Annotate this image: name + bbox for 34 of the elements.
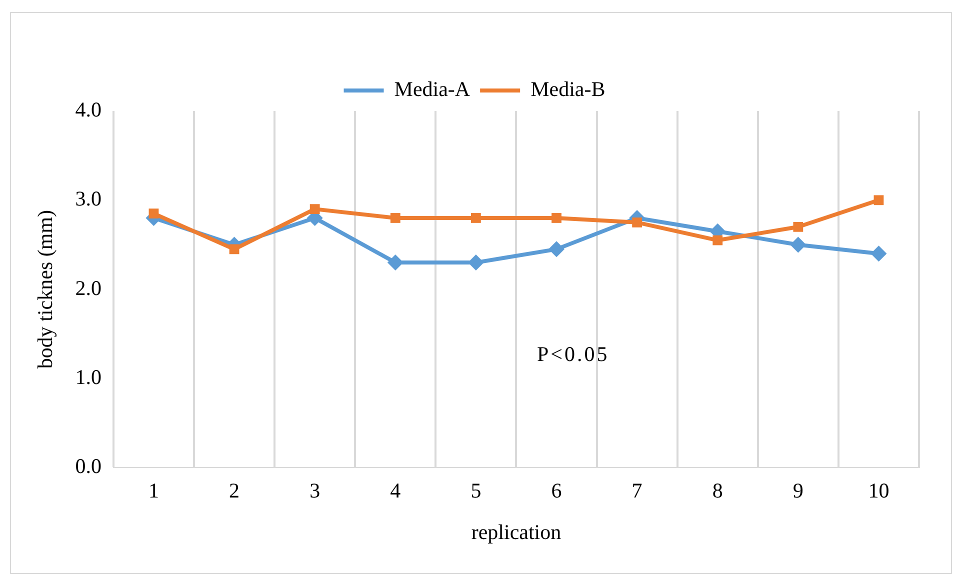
point (870, 246, 887, 262)
x-tick-label: 5 (470, 478, 482, 503)
y-tick-label: 0.0 (75, 454, 102, 478)
point (471, 213, 481, 223)
x-axis-title: replication (471, 520, 562, 544)
legend-label: Media-A (394, 77, 471, 102)
point (712, 235, 723, 246)
x-tick-label: 4 (390, 478, 402, 503)
x-tick-label: 7 (632, 478, 642, 503)
point (790, 236, 806, 253)
point (552, 213, 562, 223)
y-tick-label: 4.0 (75, 98, 102, 122)
annotation: P<0.05 (537, 342, 610, 367)
y-tick-label: 3.0 (75, 186, 102, 211)
x-tick-label: 2 (229, 478, 240, 503)
y-tick-label: 2.0 (75, 276, 102, 300)
x-tick-label: 9 (792, 478, 804, 503)
y-axis-title: body ticknes (mm) (33, 210, 58, 369)
legend-label: Media-B (530, 77, 606, 102)
point (387, 254, 404, 271)
point (310, 204, 320, 214)
x-tick-label: 1 (148, 478, 159, 503)
x-tick-label: 6 (551, 478, 562, 503)
point (229, 244, 240, 254)
point (632, 217, 642, 228)
point (390, 213, 400, 223)
point (793, 222, 804, 232)
point (548, 241, 565, 258)
y-tick-label: 1.0 (75, 364, 102, 389)
x-tick-label: 3 (310, 478, 320, 503)
x-tick-label: 10 (868, 478, 890, 503)
x-tick-label: 8 (712, 478, 723, 503)
point (874, 195, 884, 206)
point (148, 208, 159, 218)
